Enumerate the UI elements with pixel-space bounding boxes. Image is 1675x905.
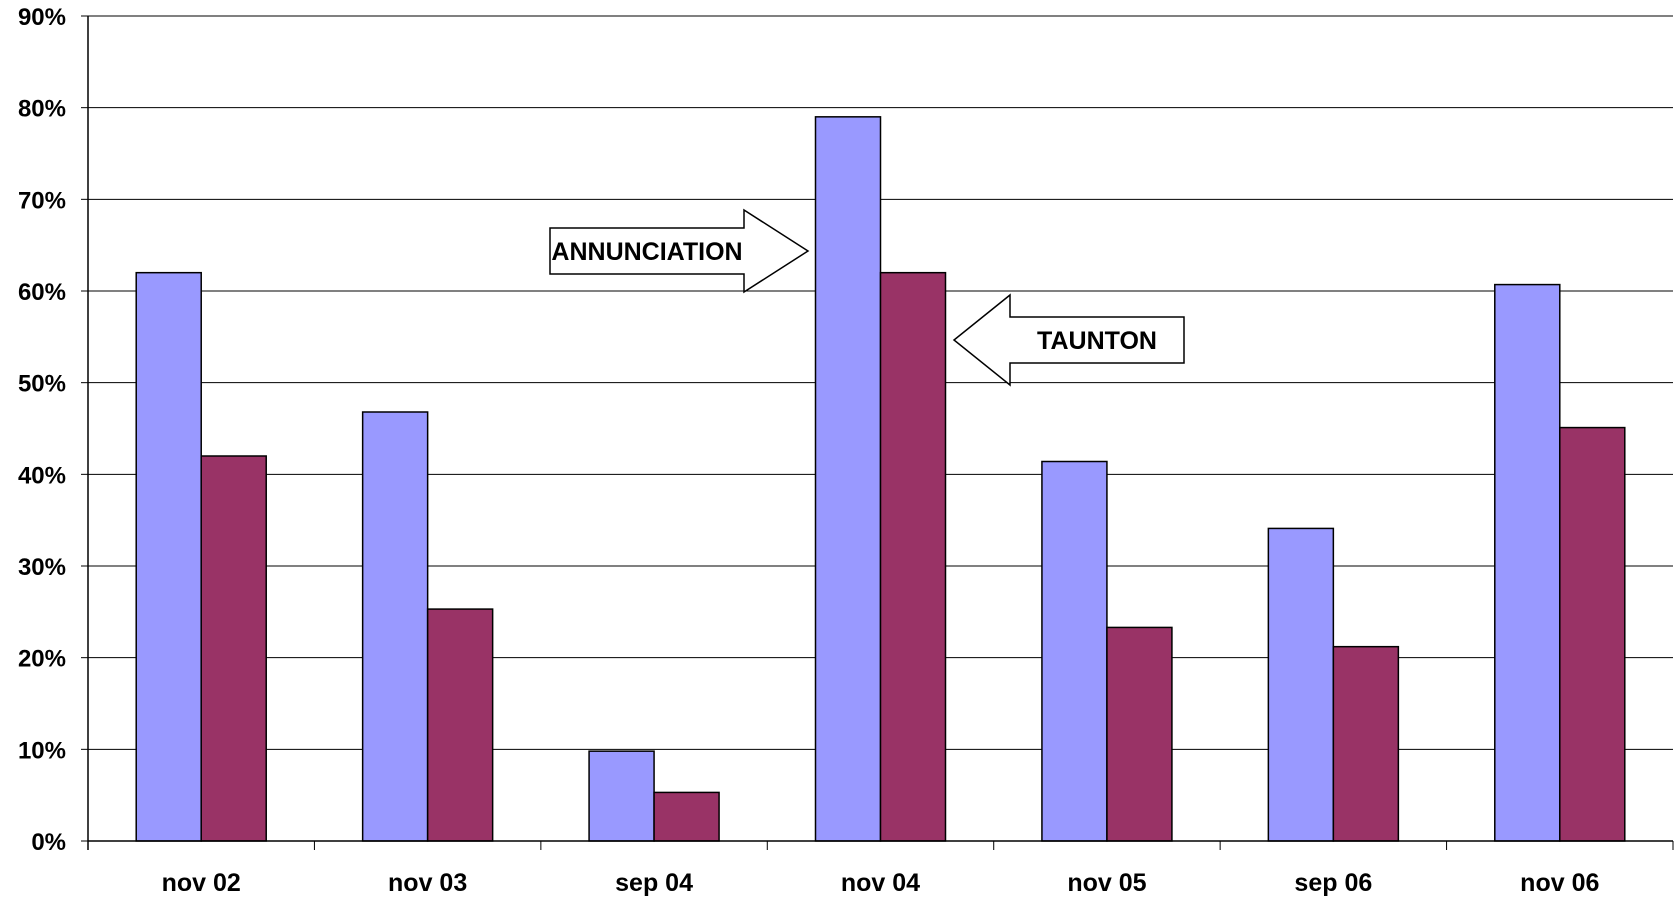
bar-series-1 [588, 750, 655, 842]
bar-series-2 [879, 271, 947, 842]
y-tick-label: 90% [18, 4, 66, 31]
annotation-arrow: ANNUNCIATION [549, 208, 810, 294]
y-tick-label: 50% [18, 371, 66, 398]
x-tick-label: nov 02 [162, 869, 241, 897]
bar-series-2 [426, 608, 494, 842]
x-tick-label: sep 04 [615, 869, 693, 897]
bar-series-1 [1494, 283, 1561, 842]
x-tick-label: sep 06 [1294, 869, 1372, 897]
y-tick-label: 10% [18, 737, 66, 764]
arrow-shape [549, 208, 810, 294]
bar-series-1 [1267, 527, 1335, 842]
y-tick-label: 40% [18, 462, 66, 489]
y-tick-label: 70% [18, 187, 66, 214]
bar-series-1 [135, 271, 202, 842]
annotation-label: TAUNTON [1037, 327, 1157, 355]
x-tick-label: nov 05 [1067, 869, 1146, 897]
arrow-shape [952, 293, 1185, 387]
bar-series-1 [814, 116, 882, 842]
x-tick-label: nov 03 [388, 869, 467, 897]
x-tick-label: nov 04 [841, 869, 920, 897]
bar-series-2 [1559, 426, 1626, 842]
bar-series-2 [1332, 645, 1400, 842]
y-tick-label: 30% [18, 554, 66, 581]
axis-labels: 0% 10% 20% 30% 40% 50% 60% 70% 80% 90% nov 02 nov 0… [18, 4, 1599, 897]
bar-series-2 [200, 455, 267, 842]
y-tick-label: 60% [18, 279, 66, 306]
bars [135, 116, 1626, 842]
y-tick-label: 0% [31, 829, 66, 856]
y-tick-label: 80% [18, 96, 66, 123]
annotations: ANNUNCIATION TAUNTON [549, 208, 1185, 387]
axes [81, 15, 1674, 850]
annotation-label: ANNUNCIATION [551, 238, 742, 266]
annotation-arrow: TAUNTON [952, 293, 1185, 387]
bar-series-1 [361, 411, 429, 842]
y-tick-label: 20% [18, 646, 66, 673]
bar-series-2 [653, 791, 720, 842]
bar-series-1 [1041, 460, 1108, 842]
bar-series-2 [1106, 626, 1173, 842]
x-tick-label: nov 06 [1520, 869, 1599, 897]
